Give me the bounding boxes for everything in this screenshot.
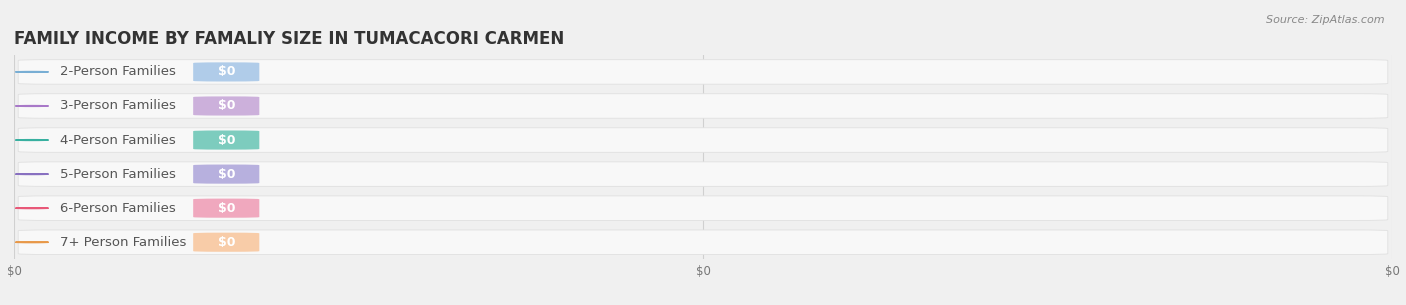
FancyBboxPatch shape xyxy=(193,96,259,116)
FancyBboxPatch shape xyxy=(193,62,259,81)
Text: $0: $0 xyxy=(218,99,235,113)
Text: $0: $0 xyxy=(218,202,235,215)
Circle shape xyxy=(15,140,48,141)
FancyBboxPatch shape xyxy=(18,230,1388,254)
Text: 3-Person Families: 3-Person Families xyxy=(59,99,176,113)
Text: 4-Person Families: 4-Person Families xyxy=(59,134,176,146)
Text: FAMILY INCOME BY FAMALIY SIZE IN TUMACACORI CARMEN: FAMILY INCOME BY FAMALIY SIZE IN TUMACAC… xyxy=(14,30,564,48)
FancyBboxPatch shape xyxy=(18,162,1388,186)
FancyBboxPatch shape xyxy=(193,233,259,252)
Circle shape xyxy=(15,71,48,72)
Text: 5-Person Families: 5-Person Families xyxy=(59,168,176,181)
FancyBboxPatch shape xyxy=(193,164,259,184)
Text: $0: $0 xyxy=(218,236,235,249)
Text: 2-Person Families: 2-Person Families xyxy=(59,66,176,78)
FancyBboxPatch shape xyxy=(18,196,1388,221)
FancyBboxPatch shape xyxy=(18,60,1388,84)
Circle shape xyxy=(15,208,48,209)
Text: 6-Person Families: 6-Person Families xyxy=(59,202,176,215)
FancyBboxPatch shape xyxy=(18,128,1388,152)
FancyBboxPatch shape xyxy=(193,131,259,150)
Circle shape xyxy=(15,242,48,243)
Text: 7+ Person Families: 7+ Person Families xyxy=(59,236,186,249)
FancyBboxPatch shape xyxy=(193,199,259,218)
Text: $0: $0 xyxy=(218,168,235,181)
Text: $0: $0 xyxy=(218,66,235,78)
FancyBboxPatch shape xyxy=(18,94,1388,118)
Text: $0: $0 xyxy=(218,134,235,146)
Text: Source: ZipAtlas.com: Source: ZipAtlas.com xyxy=(1267,15,1385,25)
